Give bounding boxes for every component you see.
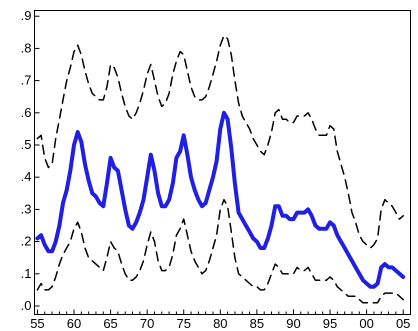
y-tick-label: .1 [21, 266, 32, 281]
x-tick-label: 90 [286, 316, 300, 331]
y-tick-label: .9 [21, 8, 32, 23]
x-axis: 55 60 65 70 75 80 85 90 95 00 05 [30, 309, 410, 331]
y-tick-label: .4 [21, 169, 32, 184]
x-tick-label: 95 [323, 316, 337, 331]
estimate-series-line [35, 110, 406, 289]
x-tick-label: 80 [213, 316, 227, 331]
x-tick-label: 55 [30, 316, 44, 331]
lower-band-series-line [36, 198, 404, 304]
y-tick-label: .8 [21, 40, 32, 55]
y-tick-label: .6 [21, 105, 32, 120]
x-tick-label: 75 [176, 316, 190, 331]
y-tick-label: .3 [21, 201, 32, 216]
upper-band-series-line [36, 34, 404, 249]
y-tick-label: .2 [21, 234, 32, 249]
y-tick-label: .0 [21, 298, 32, 313]
plot-frame [34, 10, 411, 315]
series-layer [35, 34, 406, 304]
x-tick-label: 60 [67, 316, 81, 331]
y-tick-label: .5 [21, 137, 32, 152]
y-tick-label: .7 [21, 73, 32, 88]
y-axis: .0 .1 .2 .3 .4 .5 .6 .7 .8 .9 [21, 8, 40, 313]
x-tick-label: 65 [103, 316, 117, 331]
x-tick-label: 00 [359, 316, 373, 331]
x-tick-label: 05 [396, 316, 410, 331]
x-tick-label: 70 [140, 316, 154, 331]
x-tick-label: 85 [250, 316, 264, 331]
